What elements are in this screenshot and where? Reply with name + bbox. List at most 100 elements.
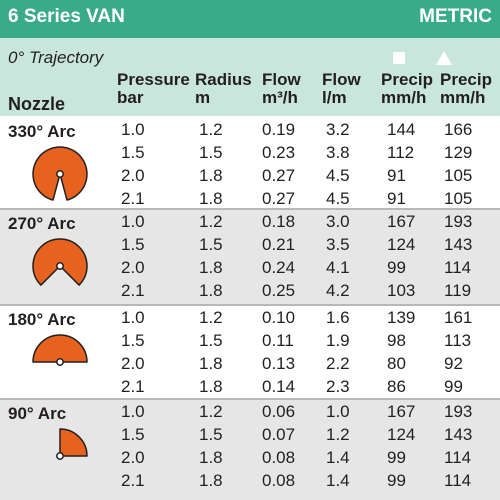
flow-lm-cell: 4.1 [326,258,350,277]
square-symbol-icon [393,52,405,64]
nozzle-group: 330° Arc 1.0 1.2 0.19 3.2 144 166 1.5 1.5 0.23 3.8… [0,116,500,208]
radius-cell: 1.8 [199,448,223,467]
pressure-cell: 2.0 [121,448,145,467]
table-row: 1.0 1.2 0.10 1.6 139 161 [0,308,500,330]
units-label: METRIC [419,6,492,27]
pressure-cell: 1.5 [121,425,145,444]
flow-m3h-cell: 0.07 [262,425,296,444]
radius-cell: 1.8 [199,377,223,396]
title-bar: 6 Series VAN METRIC [0,0,500,38]
flow-lm-cell: 3.0 [326,212,350,231]
precip-square-cell: 167 [387,212,416,231]
flow-m3h-column-header: Flow m³/h [262,70,301,107]
nozzle-center-dot [56,358,64,366]
precip-square-cell: 124 [387,425,416,444]
precip-square-cell: 80 [387,354,406,373]
pressure-cell: 1.0 [121,402,145,421]
flow-lm-cell: 2.2 [326,354,350,373]
nozzle-column-header: Nozzle [8,94,66,114]
group-divider [0,304,500,306]
radius-cell: 1.5 [199,331,223,350]
table-row: 1.0 1.2 0.06 1.0 167 193 [0,402,500,424]
flow-m3h-cell: 0.10 [262,308,296,327]
nozzle-group: 270° Arc 1.0 1.2 0.18 3.0 167 193 1.5 1.5 0.21 3.5… [0,208,500,304]
precip-square-column-header: Precip mm/h [381,70,433,107]
nozzle-arc-icon [32,238,88,286]
table-row: 2.0 1.8 0.27 4.5 91 105 [0,166,500,188]
table-row: 2.1 1.8 0.27 4.5 91 105 [0,189,500,211]
flow-m3h-cell: 0.23 [262,143,296,162]
precip-square-cell: 103 [387,281,416,300]
nozzle-arc-icon [32,334,88,366]
nozzle-wedge [59,428,88,457]
flow-m3h-cell: 0.11 [262,331,294,350]
precip-square-cell: 112 [387,143,415,162]
flow-lm-cell: 4.2 [326,281,350,300]
pressure-cell: 1.5 [121,331,145,350]
nozzle-arc-icon [32,146,88,201]
precip-square-cell: 99 [387,448,406,467]
nozzle-group: 90° Arc 1.0 1.2 0.06 1.0 167 193 1.5 1.5 0.07 1.2 1… [0,398,500,500]
radius-cell: 1.8 [199,281,223,300]
flow-m3h-cell: 0.08 [262,471,296,490]
precip-triangle-cell: 161 [444,308,473,327]
radius-cell: 1.8 [199,354,223,373]
pressure-cell: 2.1 [121,377,145,396]
precip-triangle-cell: 193 [444,402,473,421]
flow-lm-cell: 3.2 [326,120,350,139]
precip-square-cell: 86 [387,377,406,396]
flow-lm-cell: 4.5 [326,189,350,208]
radius-cell: 1.8 [199,258,223,277]
triangle-symbol-icon [436,51,452,65]
table-row: 2.0 1.8 0.24 4.1 99 114 [0,258,500,280]
flow-lm-column-header: Flow l/m [322,70,361,107]
pressure-cell: 1.0 [121,308,145,327]
pressure-cell: 2.0 [121,258,145,277]
radius-cell: 1.2 [199,212,223,231]
precip-triangle-cell: 119 [444,281,472,300]
precip-square-cell: 99 [387,258,406,277]
radius-column-header: Radius m [195,70,252,107]
pressure-cell: 2.0 [121,166,145,185]
radius-cell: 1.2 [199,308,223,327]
table-row: 1.5 1.5 0.23 3.8 112 129 [0,143,500,165]
pressure-cell: 2.1 [121,471,145,490]
precip-triangle-column-header: Precip mm/h [440,70,492,107]
table-row: 2.1 1.8 0.08 1.4 99 114 [0,471,500,493]
pressure-cell: 2.1 [121,189,145,208]
precip-square-cell: 99 [387,471,406,490]
precip-square-cell: 91 [387,166,406,185]
precip-triangle-cell: 143 [444,425,473,444]
flow-lm-cell: 1.2 [326,425,350,444]
nozzle-wedge [32,238,88,286]
precip-square-cell: 91 [387,189,406,208]
nozzle-arc-icon [56,428,88,460]
flow-m3h-cell: 0.19 [262,120,296,139]
precip-square-cell: 139 [387,308,416,327]
flow-m3h-cell: 0.18 [262,212,296,231]
nozzle-center-dot [56,170,64,178]
flow-lm-cell: 1.0 [326,402,350,421]
precip-triangle-cell: 114 [444,471,472,490]
flow-lm-cell: 1.6 [326,308,350,327]
precip-triangle-cell: 105 [444,166,473,185]
table-row: 2.0 1.8 0.13 2.2 80 92 [0,354,500,376]
flow-lm-cell: 1.4 [326,448,350,467]
radius-cell: 1.5 [199,425,223,444]
radius-cell: 1.5 [199,143,223,162]
radius-cell: 1.8 [199,189,223,208]
radius-cell: 1.5 [199,235,223,254]
pressure-cell: 1.5 [121,143,145,162]
precip-triangle-cell: 129 [444,143,473,162]
arc-label: 180° Arc [8,310,76,329]
pressure-cell: 1.0 [121,212,145,231]
precip-square-cell: 98 [387,331,406,350]
nozzle-wedge [32,334,88,363]
precip-square-cell: 167 [387,402,416,421]
table-row: 1.5 1.5 0.21 3.5 124 143 [0,235,500,257]
trajectory-label: 0° Trajectory [8,48,104,67]
flow-m3h-cell: 0.27 [262,189,296,208]
flow-m3h-cell: 0.06 [262,402,296,421]
pressure-cell: 1.5 [121,235,145,254]
radius-cell: 1.8 [199,471,223,490]
